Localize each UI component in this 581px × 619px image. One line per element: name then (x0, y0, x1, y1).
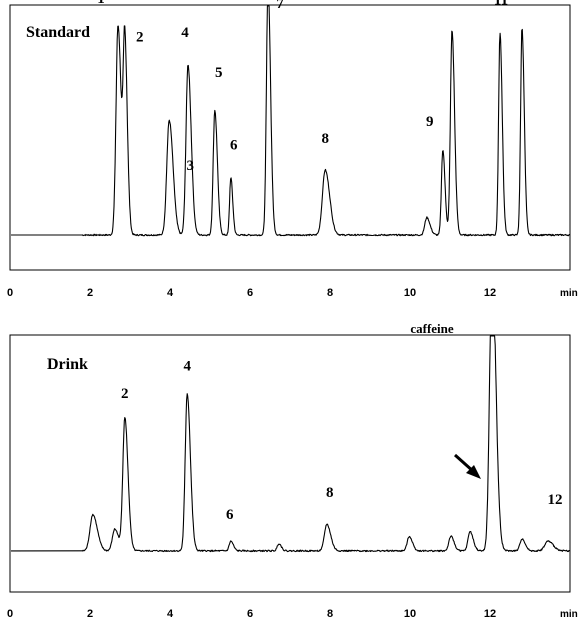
standard-peak-label-5: 5 (215, 65, 223, 81)
drink-trace-line (10, 335, 571, 553)
drink-x-tick-label: 10 (404, 608, 416, 619)
drink-x-tick-label: 4 (167, 608, 174, 619)
caffeine-arrow (453, 453, 481, 479)
drink-x-tick-label: 8 (327, 608, 333, 619)
drink-x-tick-label: 12 (484, 608, 496, 619)
standard-peak-label-2: 2 (136, 30, 144, 46)
drink-peak-label-12: 12 (548, 492, 563, 508)
standard-peak-label-11: 11 (494, 0, 508, 9)
standard-peak-label-9: 9 (426, 114, 434, 130)
drink-peak-label-2: 2 (121, 386, 129, 402)
standard-x-axis-ticks: 0 2 4 6 8 10 12 (7, 287, 496, 299)
drink-x-tick-label: 2 (87, 608, 93, 619)
drink-peak-label-4: 4 (183, 359, 191, 375)
standard-x-tick-label: 2 (87, 287, 93, 299)
standard-peak-labels: 123456789101112 (97, 0, 508, 174)
drink-x-unit-label: min (560, 609, 578, 619)
standard-x-unit-label: min (560, 288, 578, 299)
drink-x-tick-label: 0 (7, 608, 13, 619)
standard-trace-line (11, 5, 571, 237)
standard-x-tick-label: 12 (484, 287, 496, 299)
standard-peak-label-6: 6 (230, 138, 238, 154)
standard-peak-label-7: 7 (276, 0, 284, 12)
drink-peak-label-6: 6 (226, 507, 234, 523)
standard-x-tick-label: 0 (7, 287, 13, 299)
standard-x-tick-label: 6 (247, 287, 253, 299)
standard-peak-label-3: 3 (186, 158, 194, 174)
standard-panel-title: Standard (26, 24, 90, 41)
drink-peak-label-caffeine: caffeine (410, 321, 454, 336)
standard-peak-label-8: 8 (321, 131, 329, 147)
drink-chromatogram-panel: Drink 2 4 6 8 caffeine 12 0 2 4 6 8 10 12 min (7, 321, 578, 619)
standard-plot-frame (9, 4, 571, 271)
drink-peak-label-8: 8 (326, 485, 334, 501)
drink-plot-frame (9, 334, 571, 593)
drink-x-tick-label: 6 (247, 608, 253, 619)
standard-peak-label-4: 4 (181, 25, 189, 41)
standard-x-tick-label: 4 (167, 287, 174, 299)
drink-x-axis-ticks: 0 2 4 6 8 10 12 (7, 608, 496, 619)
standard-peak-label-1: 1 (97, 0, 105, 7)
standard-x-tick-label: 8 (327, 287, 333, 299)
standard-x-tick-label: 10 (404, 287, 416, 299)
drink-panel-title: Drink (47, 356, 88, 373)
drink-peak-labels: 2 4 6 8 caffeine 12 (121, 321, 562, 523)
